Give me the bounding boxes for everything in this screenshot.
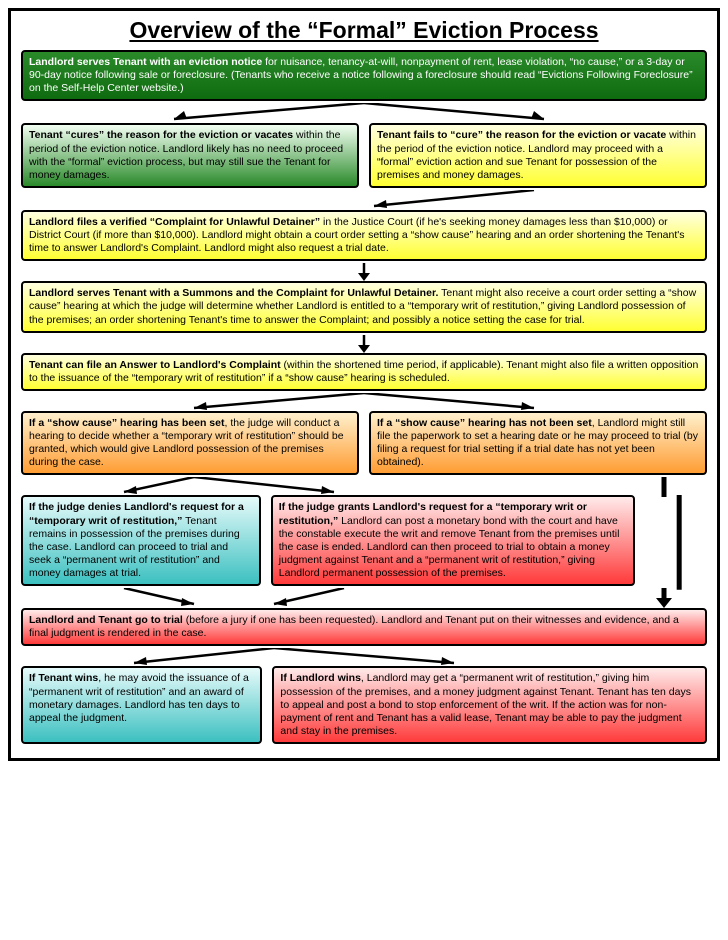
node-n9a: If Tenant wins, he may avoid the issuanc… bbox=[21, 666, 262, 744]
node-n8: Landlord and Tenant go to trial (before … bbox=[21, 608, 707, 646]
arrow-split-n5 bbox=[24, 393, 704, 413]
arrow-split-n8 bbox=[24, 648, 704, 668]
long-arrow-col bbox=[645, 495, 707, 590]
node-n6a: If a “show cause” hearing has been set, … bbox=[21, 411, 359, 476]
n9b-lead: If Landlord wins bbox=[280, 672, 361, 684]
arrow-n7-n8 bbox=[24, 588, 704, 610]
row-n2: Tenant “cures” the reason for the evicti… bbox=[21, 123, 707, 192]
arrow-split-n1 bbox=[24, 103, 704, 125]
n3-lead: Landlord files a verified “Complaint for… bbox=[29, 216, 320, 228]
row-n6: If a “show cause” hearing has been set, … bbox=[21, 411, 707, 480]
n6b-lead: If a “show cause” hearing has not been s… bbox=[377, 417, 592, 429]
n2a-lead: Tenant “cures” the reason for the evicti… bbox=[29, 129, 293, 141]
flowchart-frame: Overview of the “Formal” Eviction Proces… bbox=[8, 8, 720, 761]
node-n9b: If Landlord wins, Landlord may get a “pe… bbox=[272, 666, 707, 744]
arrow-n4-n5 bbox=[24, 335, 704, 355]
n5-lead: Tenant can file an Answer to Landlord's … bbox=[29, 359, 281, 371]
arrow-split-n6a bbox=[24, 477, 704, 497]
n2b-lead: Tenant fails to “cure” the reason for th… bbox=[377, 129, 666, 141]
n6a-lead: If a “show cause” hearing has been set bbox=[29, 417, 224, 429]
node-n2b: Tenant fails to “cure” the reason for th… bbox=[369, 123, 707, 188]
node-n1: Landlord serves Tenant with an eviction … bbox=[21, 50, 707, 101]
node-n4: Landlord serves Tenant with a Summons an… bbox=[21, 281, 707, 332]
node-n7a: If the judge denies Landlord's request f… bbox=[21, 495, 261, 586]
n4-lead: Landlord serves Tenant with a Summons an… bbox=[29, 287, 438, 299]
n8-lead: Landlord and Tenant go to trial bbox=[29, 614, 183, 626]
node-n7b: If the judge grants Landlord's request f… bbox=[271, 495, 635, 586]
arrow-n2b-n3 bbox=[24, 190, 704, 212]
row-n7: If the judge denies Landlord's request f… bbox=[21, 495, 707, 590]
page-title: Overview of the “Formal” Eviction Proces… bbox=[21, 17, 707, 44]
node-n3: Landlord files a verified “Complaint for… bbox=[21, 210, 707, 261]
n9a-lead: If Tenant wins bbox=[29, 672, 98, 684]
arrow-n6b-n8 bbox=[645, 495, 707, 590]
row-n9: If Tenant wins, he may avoid the issuanc… bbox=[21, 666, 707, 748]
node-n5: Tenant can file an Answer to Landlord's … bbox=[21, 353, 707, 391]
node-n6b: If a “show cause” hearing has not been s… bbox=[369, 411, 707, 476]
arrow-n3-n4 bbox=[24, 263, 704, 283]
node-n2a: Tenant “cures” the reason for the evicti… bbox=[21, 123, 359, 188]
n1-lead: Landlord serves Tenant with an eviction … bbox=[29, 56, 262, 68]
